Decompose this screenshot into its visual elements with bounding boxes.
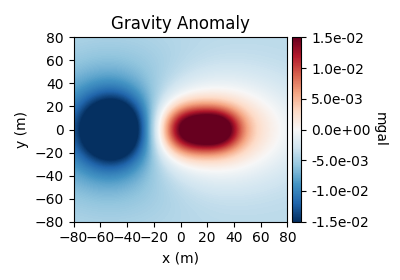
Y-axis label: mgal: mgal: [373, 112, 387, 147]
X-axis label: x (m): x (m): [162, 251, 199, 265]
Y-axis label: y (m): y (m): [15, 111, 29, 148]
Title: Gravity Anomaly: Gravity Anomaly: [111, 15, 250, 33]
